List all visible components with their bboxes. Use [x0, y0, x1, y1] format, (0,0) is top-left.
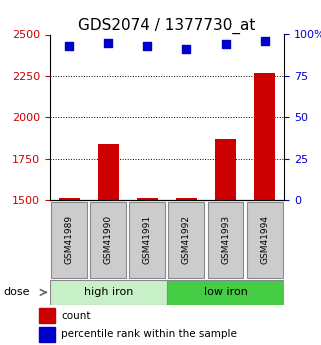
FancyBboxPatch shape — [129, 202, 165, 278]
Point — [184, 47, 189, 52]
Text: GSM41994: GSM41994 — [260, 215, 269, 264]
Text: count: count — [61, 310, 91, 321]
Text: high iron: high iron — [84, 287, 133, 297]
FancyBboxPatch shape — [91, 202, 126, 278]
Point — [67, 43, 72, 49]
Text: GSM41993: GSM41993 — [221, 215, 230, 264]
Bar — [58, 198, 80, 200]
Text: dose: dose — [3, 287, 30, 297]
Point — [145, 43, 150, 49]
Bar — [39, 308, 55, 323]
FancyBboxPatch shape — [247, 202, 282, 278]
Text: GSM41990: GSM41990 — [104, 215, 113, 264]
Text: GSM41992: GSM41992 — [182, 215, 191, 264]
FancyBboxPatch shape — [167, 280, 284, 305]
Title: GDS2074 / 1377730_at: GDS2074 / 1377730_at — [78, 18, 256, 34]
Bar — [137, 198, 158, 200]
FancyBboxPatch shape — [208, 202, 243, 278]
Bar — [215, 139, 236, 200]
Text: low iron: low iron — [204, 287, 247, 297]
Text: GSM41989: GSM41989 — [65, 215, 74, 264]
Bar — [176, 198, 197, 200]
Bar — [254, 72, 275, 200]
Bar — [39, 327, 55, 342]
FancyBboxPatch shape — [169, 202, 204, 278]
Point — [106, 40, 111, 46]
Text: GSM41991: GSM41991 — [143, 215, 152, 264]
Point — [223, 42, 228, 47]
Point — [262, 38, 267, 44]
FancyBboxPatch shape — [51, 202, 87, 278]
FancyBboxPatch shape — [50, 280, 167, 305]
Text: percentile rank within the sample: percentile rank within the sample — [61, 329, 237, 339]
Bar — [98, 144, 119, 200]
